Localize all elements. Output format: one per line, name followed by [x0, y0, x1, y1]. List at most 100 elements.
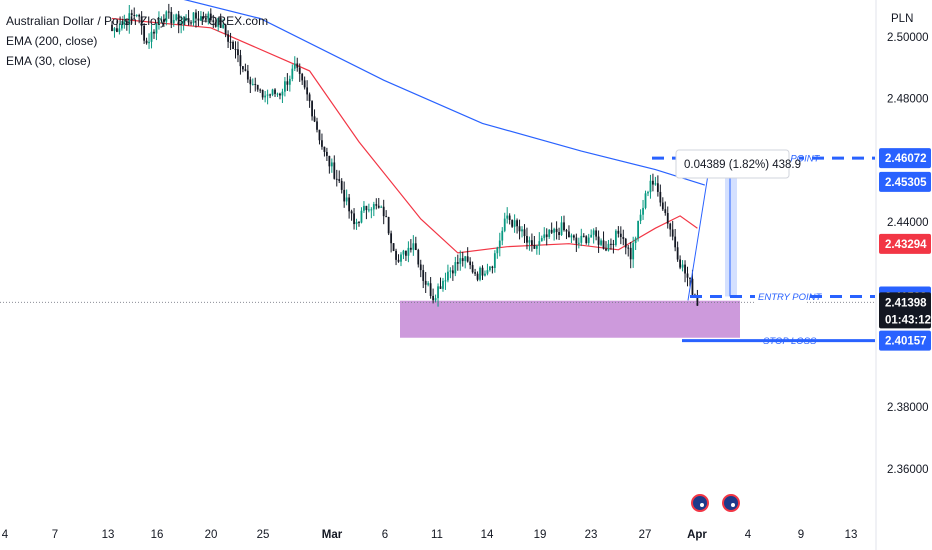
candle[interactable]	[661, 202, 664, 210]
candle[interactable]	[175, 14, 178, 20]
candle[interactable]	[622, 237, 625, 239]
candle[interactable]	[343, 189, 346, 202]
ema30-line[interactable]	[111, 17, 698, 254]
candle[interactable]	[580, 235, 583, 243]
candle[interactable]	[689, 277, 691, 279]
candle[interactable]	[266, 94, 269, 96]
candle[interactable]	[281, 91, 284, 96]
candle[interactable]	[437, 286, 439, 299]
candle[interactable]	[681, 264, 684, 268]
candle[interactable]	[493, 253, 496, 268]
candle[interactable]	[274, 89, 276, 94]
candle[interactable]	[380, 206, 383, 208]
candle[interactable]	[237, 49, 239, 56]
candle[interactable]	[684, 264, 686, 274]
candle[interactable]	[422, 270, 425, 281]
candle[interactable]	[217, 17, 220, 27]
candle[interactable]	[637, 220, 640, 239]
candle[interactable]	[674, 236, 677, 248]
measure-box[interactable]	[725, 158, 737, 297]
candle[interactable]	[202, 16, 205, 19]
candle[interactable]	[572, 235, 575, 238]
price-tag[interactable]	[879, 171, 931, 192]
candle[interactable]	[412, 243, 415, 250]
candle[interactable]	[575, 237, 578, 244]
candle[interactable]	[330, 162, 333, 167]
indicator-ema30[interactable]: EMA (30, close)	[6, 54, 91, 68]
candle[interactable]	[607, 243, 610, 251]
candle[interactable]	[553, 228, 556, 233]
candle[interactable]	[696, 297, 699, 306]
candle[interactable]	[466, 256, 469, 262]
candle[interactable]	[405, 250, 407, 256]
candle[interactable]	[382, 206, 385, 217]
candle[interactable]	[521, 229, 523, 232]
candle[interactable]	[545, 234, 548, 237]
candle[interactable]	[296, 63, 299, 68]
candle[interactable]	[355, 221, 358, 225]
candle[interactable]	[612, 243, 615, 245]
candle[interactable]	[469, 261, 472, 266]
candle[interactable]	[323, 146, 326, 152]
indicator-ema200[interactable]: EMA (200, close)	[6, 34, 98, 48]
candle[interactable]	[170, 11, 173, 24]
candle[interactable]	[365, 205, 368, 211]
candle[interactable]	[311, 101, 313, 117]
candle[interactable]	[639, 214, 642, 221]
price-tag[interactable]	[879, 233, 931, 254]
candle[interactable]	[511, 219, 514, 227]
candle[interactable]	[451, 270, 454, 274]
candle[interactable]	[481, 267, 484, 276]
candle[interactable]	[167, 11, 170, 13]
candle[interactable]	[543, 234, 546, 239]
candle[interactable]	[153, 31, 155, 34]
candle[interactable]	[316, 121, 318, 130]
candle[interactable]	[353, 213, 355, 225]
candle[interactable]	[459, 258, 462, 264]
candle[interactable]	[360, 210, 363, 223]
candle[interactable]	[671, 229, 674, 237]
candle[interactable]	[442, 280, 444, 289]
candle[interactable]	[476, 273, 479, 280]
candle[interactable]	[516, 220, 518, 227]
candle[interactable]	[439, 286, 442, 289]
candle[interactable]	[372, 204, 375, 210]
candle[interactable]	[627, 247, 630, 249]
candle[interactable]	[397, 259, 400, 262]
candle[interactable]	[363, 205, 365, 211]
candle[interactable]	[647, 192, 649, 194]
candle[interactable]	[577, 242, 580, 244]
price-tag[interactable]	[879, 148, 931, 169]
candle[interactable]	[634, 238, 637, 244]
candle[interactable]	[629, 247, 632, 260]
candle[interactable]	[185, 18, 187, 21]
candle[interactable]	[531, 240, 533, 246]
candle[interactable]	[133, 14, 136, 16]
candle[interactable]	[533, 245, 536, 249]
candle[interactable]	[177, 14, 180, 25]
candle[interactable]	[434, 298, 437, 301]
candle[interactable]	[506, 215, 509, 219]
candle[interactable]	[489, 266, 491, 271]
candle[interactable]	[138, 14, 141, 17]
candle[interactable]	[602, 240, 605, 249]
candle[interactable]	[234, 49, 237, 51]
candle[interactable]	[676, 247, 679, 260]
candle[interactable]	[219, 17, 222, 28]
candle[interactable]	[303, 80, 306, 88]
candle[interactable]	[669, 223, 672, 230]
candle[interactable]	[180, 22, 183, 25]
candle[interactable]	[447, 271, 449, 281]
candle[interactable]	[600, 240, 602, 245]
candle[interactable]	[429, 283, 432, 296]
candle[interactable]	[496, 247, 499, 254]
candle[interactable]	[474, 272, 476, 274]
candle[interactable]	[160, 19, 163, 21]
candle[interactable]	[370, 209, 373, 211]
candle[interactable]	[249, 79, 252, 85]
candle[interactable]	[333, 162, 336, 179]
candle[interactable]	[284, 81, 286, 92]
candle[interactable]	[486, 270, 489, 274]
candle[interactable]	[148, 41, 150, 44]
